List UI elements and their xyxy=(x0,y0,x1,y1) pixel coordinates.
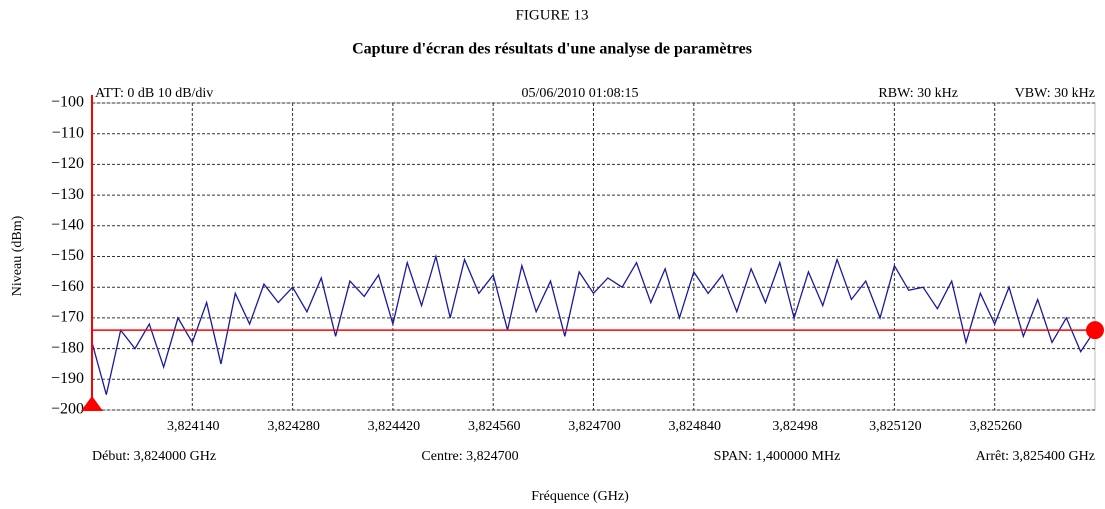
y-tick-label: −140 xyxy=(51,216,84,233)
footer-stop: Arrêt: 3,825400 GHz xyxy=(976,449,1095,464)
footer-span: SPAN: 1,400000 MHz xyxy=(714,449,841,464)
header-date: 05/06/2010 01:08:15 xyxy=(521,86,638,101)
x-tick-label: 3,825120 xyxy=(869,419,922,434)
y-tick-label: −160 xyxy=(51,278,84,295)
trace xyxy=(91,253,1096,395)
x-tick-label: 3,824280 xyxy=(267,419,320,434)
y-tick-label: −190 xyxy=(51,370,84,387)
header-vbw: VBW: 30 kHz xyxy=(1015,86,1095,101)
footer-centre: Centre: 3,824700 xyxy=(421,449,518,464)
y-tick-label: −100 xyxy=(51,94,84,111)
y-tick-label: −150 xyxy=(51,247,84,264)
y-tick-label: −130 xyxy=(51,186,84,203)
x-axis-title: Fréquence (GHz) xyxy=(531,489,629,504)
x-tick-label: 3,824560 xyxy=(468,419,521,434)
header-rbw: RBW: 30 kHz xyxy=(878,86,958,101)
y-tick-label: −110 xyxy=(52,124,84,141)
header-att: ATT: 0 dB 10 dB/div xyxy=(95,86,213,101)
x-tick-label: 3,825260 xyxy=(969,419,1022,434)
x-tick-label: 3,824420 xyxy=(368,419,421,434)
y-tick-label: −120 xyxy=(51,155,84,172)
x-tick-label: 3,824840 xyxy=(669,419,722,434)
y-tick-label: −180 xyxy=(51,339,84,356)
x-tick-label: 3,824140 xyxy=(167,419,220,434)
x-tick-label: 3,82498 xyxy=(772,419,818,434)
chart-title: Capture d'écran des résultats d'une anal… xyxy=(352,41,752,58)
figure-number: FIGURE 13 xyxy=(516,7,589,23)
reference-marker xyxy=(1086,321,1104,340)
marker-triangle xyxy=(81,396,103,411)
y-axis-title: Niveau (dBm) xyxy=(10,215,25,296)
y-tick-label: −170 xyxy=(51,309,84,326)
x-tick-label: 3,824700 xyxy=(568,419,621,434)
footer-start: Début: 3,824000 GHz xyxy=(92,449,216,464)
y-tick-label: −200 xyxy=(51,401,84,418)
